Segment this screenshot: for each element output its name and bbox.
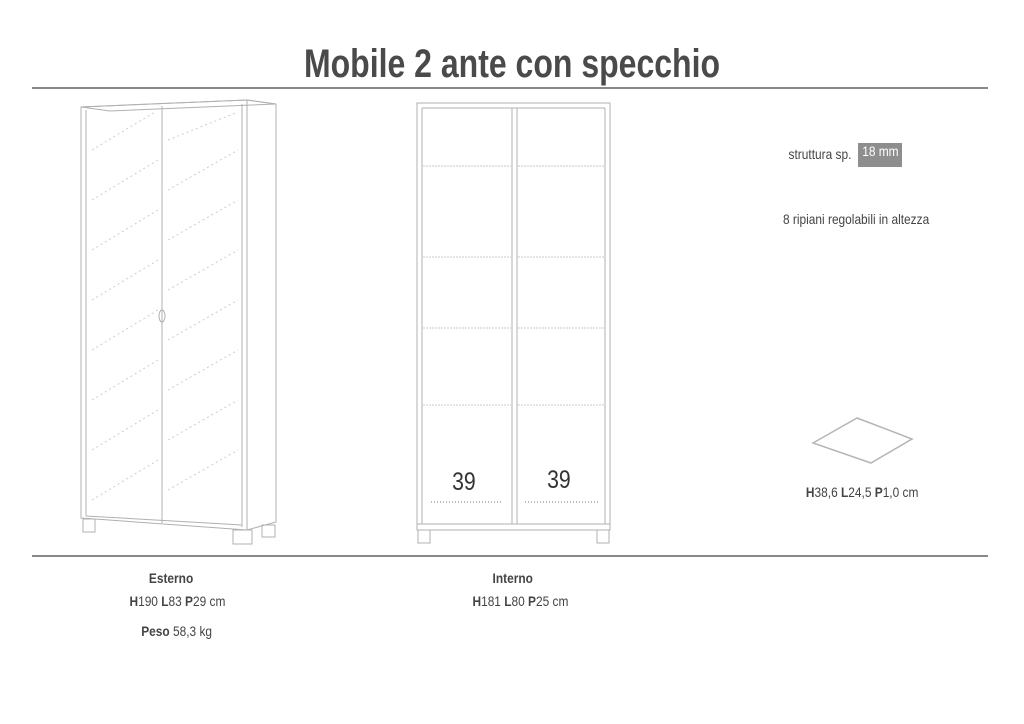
shelf-dimensions: H38,6 L24,5 P1,0 cm [805, 484, 919, 500]
interior-cabinet-drawing [416, 102, 611, 544]
exterior-cabinet-drawing [80, 99, 277, 545]
structure-label: struttura sp. [788, 146, 852, 162]
interior-heading: Interno [492, 570, 534, 586]
width-label-right: 39 [547, 466, 571, 494]
structure-thickness-badge: 18 mm [858, 143, 902, 167]
shelf-drawing [811, 417, 914, 464]
interior-dimensions: H181 L80 P25 cm [472, 593, 568, 609]
shelves-note: 8 ripiani regolabili in altezza [783, 211, 930, 227]
weight: Peso 58,3 kg [141, 623, 213, 639]
handle [158, 309, 166, 323]
width-label-left: 39 [452, 468, 476, 496]
page-title: Mobile 2 ante con specchio [303, 42, 721, 86]
exterior-heading: Esterno [148, 570, 194, 586]
shelves [423, 165, 604, 406]
exterior-dimensions: H190 L83 P29 cm [129, 593, 225, 609]
